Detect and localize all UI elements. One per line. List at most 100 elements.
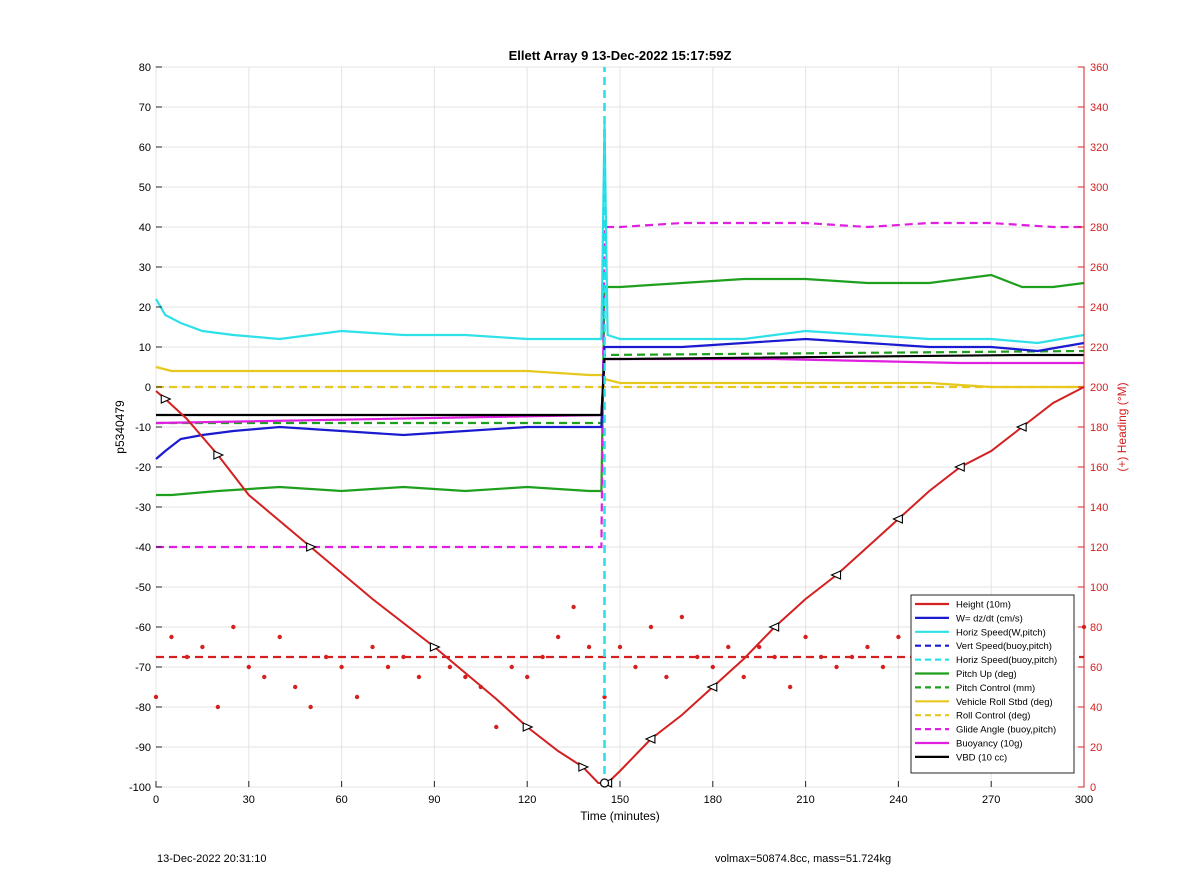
heading-point [215, 704, 221, 710]
heading-point [385, 664, 391, 670]
legend-entry: Vert Speed(buoy,pitch) [956, 641, 1052, 652]
y-left-tick-label: -80 [135, 702, 151, 714]
footer-volume-mass: volmax=50874.8cc, mass=51.724kg [715, 853, 892, 865]
x-tick-label: 90 [428, 794, 440, 806]
heading-point [354, 694, 360, 700]
apogee-marker [599, 778, 610, 788]
heading-point [370, 644, 375, 650]
legend-entry: W= dz/dt (cm/s) [956, 613, 1023, 624]
y-left-tick-label: 10 [139, 342, 151, 354]
legend-entry: Buoyancy (10g) [956, 739, 1023, 750]
legend: Height (10m) W= dz/dt (cm/s) Horiz Speed(W… [910, 594, 1075, 774]
legend-entry: Horiz Speed(W,pitch) [956, 627, 1046, 638]
y-right-tick-label: 0 [1090, 782, 1096, 794]
x-axis-label: Time (minutes) [580, 809, 660, 823]
x-tick-label: 210 [796, 794, 814, 806]
heading-point [555, 634, 561, 640]
chart-title: Ellett Array 9 13-Dec-2022 15:17:59Z [509, 48, 732, 63]
heading-point [586, 644, 592, 650]
height-marker [160, 394, 172, 404]
x-tick-label: 300 [1075, 794, 1093, 806]
y-left-tick-label: -50 [135, 582, 151, 594]
height-marker [429, 642, 441, 652]
y-right-tick-label: 160 [1090, 462, 1108, 474]
height-marker [522, 722, 534, 732]
height-marker [306, 542, 318, 552]
y-right-tick-label: 100 [1090, 582, 1108, 594]
y-right-tick-label: 360 [1090, 62, 1108, 74]
y-left-tick-label: 70 [139, 102, 151, 114]
heading-point [540, 654, 545, 660]
x-tick-label: 240 [889, 794, 907, 806]
heading-point [633, 664, 638, 670]
height-marker [213, 450, 225, 460]
heading-point [277, 634, 282, 640]
heading-point [741, 674, 746, 680]
heading-point [463, 674, 468, 680]
heading-point [865, 644, 870, 650]
heading-point [571, 604, 576, 610]
series-pitch-control-mm [156, 349, 1085, 425]
heading-point [834, 664, 839, 670]
heading-point [153, 694, 159, 700]
y-left-tick-label: -60 [135, 622, 151, 634]
heading-point [494, 724, 499, 730]
heading-point [416, 674, 422, 680]
y-right-tick-label: 20 [1090, 742, 1102, 754]
y-right-tick-label: 300 [1090, 182, 1108, 194]
legend-entry: Roll Control (deg) [956, 711, 1030, 722]
heading-point [664, 674, 669, 680]
y-left-tick-label: 0 [145, 382, 151, 394]
y-right-tick-label: 280 [1090, 222, 1108, 234]
y-right-tick-label: 240 [1090, 302, 1108, 314]
heading-point [787, 684, 793, 690]
height-marker [768, 622, 780, 632]
plot-area [153, 66, 1087, 788]
heading-point [880, 664, 886, 670]
heading-point [200, 644, 205, 650]
y-left-tick-label: 20 [139, 302, 151, 314]
heading-point [525, 674, 530, 680]
x-tick-label: 150 [611, 794, 629, 806]
y-right-tick-label: 180 [1090, 422, 1108, 434]
heading-point [231, 624, 236, 630]
x-tick-label: 180 [704, 794, 722, 806]
heading-point [710, 664, 715, 670]
x-tick-label: 0 [153, 794, 159, 806]
y-left-tick-label: -40 [135, 542, 151, 554]
height-marker [892, 514, 903, 524]
legend-entry: Vehicle Roll Stbd (deg) [956, 697, 1053, 708]
heading-point [293, 684, 298, 690]
series-horiz-speed-w-pitch [155, 122, 1085, 345]
x-axis: 0 30 60 90 120 150 180 210 240 270 300 [153, 781, 1093, 806]
legend-entry: Height (10m) [956, 600, 1011, 611]
y-left-tick-label: 60 [139, 142, 151, 154]
y-axis-right-label: (+) Heading (°M) [1115, 382, 1129, 471]
x-tick-label: 120 [518, 794, 536, 806]
series-w-dz-dt-cm-s [155, 337, 1085, 460]
heading-point [246, 664, 251, 670]
y-right-tick-label: 340 [1090, 102, 1108, 114]
y-axis-right: 0 20 40 60 80 100 120 140 160 180 200 220 240 260 280 3… [1078, 62, 1108, 794]
y-right-tick-label: 260 [1090, 262, 1108, 274]
y-right-tick-label: 60 [1090, 662, 1102, 674]
y-left-tick-label: 80 [139, 62, 151, 74]
legend-entry: Pitch Control (mm) [956, 683, 1035, 694]
y-left-tick-label: -20 [135, 462, 151, 474]
heading-point [447, 664, 453, 670]
y-right-tick-label: 40 [1090, 702, 1102, 714]
heading-point [169, 634, 174, 640]
height-marker [1015, 422, 1027, 432]
heading-point [308, 704, 313, 710]
heading-point [896, 634, 901, 640]
y-right-tick-label: 220 [1090, 342, 1108, 354]
x-tick-label: 270 [982, 794, 1000, 806]
legend-entry: Glide Angle (buoy,pitch) [956, 725, 1056, 736]
y-left-tick-label: -70 [135, 662, 151, 674]
y-right-tick-label: 200 [1090, 382, 1108, 394]
y-right-tick-label: 80 [1090, 622, 1102, 634]
heading-point [617, 644, 623, 650]
height-marker [830, 570, 842, 580]
y-left-tick-label: 30 [139, 262, 151, 274]
y-left-tick-label: -90 [135, 742, 151, 754]
